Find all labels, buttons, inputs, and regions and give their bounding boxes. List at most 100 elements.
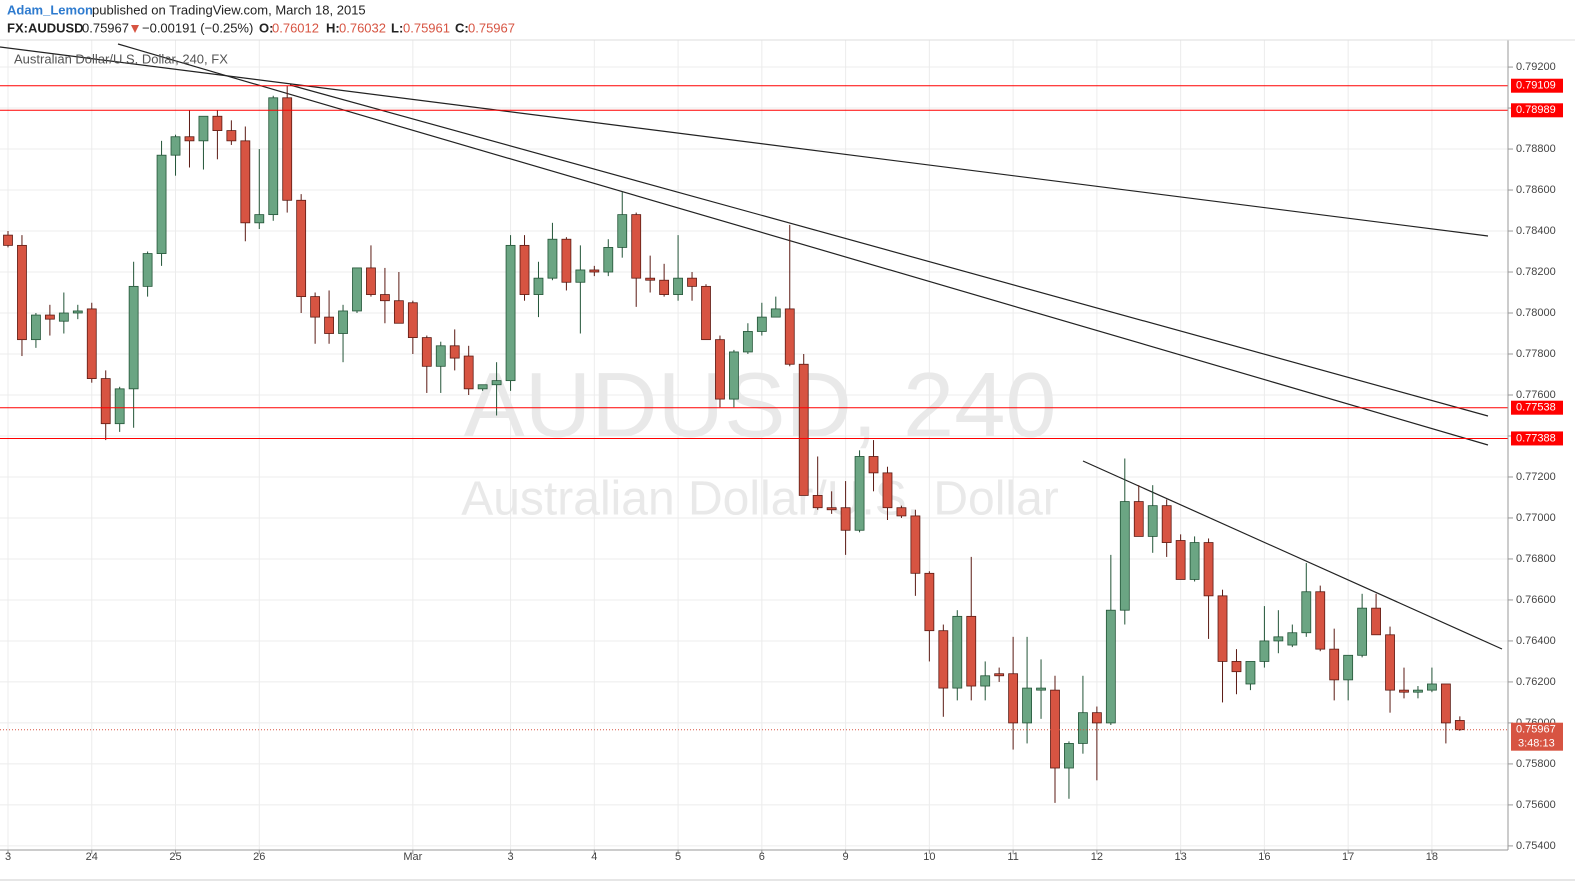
candle-body: [924, 572, 935, 632]
candle-body: [128, 285, 139, 390]
candle-body: [1287, 632, 1298, 646]
trend-line: [0, 46, 1489, 237]
candle-body: [1022, 687, 1032, 724]
candle-body: [435, 345, 446, 367]
x-tick-label: 16: [1258, 851, 1270, 863]
x-tick-label: 11: [1007, 851, 1018, 863]
candle-body: [868, 456, 879, 474]
candle-body: [296, 199, 307, 298]
candle-body: [421, 337, 432, 367]
candle-body: [324, 316, 334, 334]
candle-body: [1440, 683, 1451, 724]
candle-body: [1119, 501, 1130, 611]
o-label: O:: [259, 20, 273, 35]
candle-body: [1050, 689, 1060, 769]
candle-body: [407, 302, 418, 339]
y-tick-label: 0.75800: [1516, 758, 1556, 770]
x-tick-label: 26: [253, 851, 265, 863]
level-tag-label: 0.77388: [1516, 432, 1556, 444]
candle-body: [1273, 636, 1284, 642]
y-tick-label: 0.77200: [1516, 471, 1556, 483]
candle-body: [589, 269, 600, 273]
watermark-name: Australian Dollar/U.S. Dollar: [461, 473, 1059, 526]
o-value: 0.76012: [272, 20, 319, 35]
last-price: 0.75967: [82, 20, 129, 35]
candle-body: [1036, 687, 1046, 691]
y-tick-label: 0.77800: [1516, 348, 1556, 360]
candle-body: [1133, 501, 1144, 537]
candle-body: [603, 247, 614, 273]
chart-title: Australian Dollar/U.S. Dollar, 240, FX: [14, 51, 228, 66]
author[interactable]: Adam_Lemon: [7, 2, 93, 17]
x-tick-label: 4: [591, 851, 597, 863]
candle-body: [31, 314, 41, 341]
candle-body: [1189, 542, 1200, 580]
candle-body: [1371, 607, 1381, 636]
x-tick-label: 17: [1342, 851, 1354, 863]
candle-body: [952, 615, 963, 689]
level-tag-label: 0.78989: [1516, 104, 1556, 116]
level-tag: [1511, 78, 1563, 93]
candle-body: [1231, 661, 1242, 673]
candle-body: [86, 308, 97, 379]
last-price-label: 0.75967: [1516, 724, 1556, 736]
level-tag: [1511, 431, 1563, 446]
y-tick-label: 0.78000: [1516, 307, 1556, 319]
l-value: 0.75961: [403, 20, 450, 35]
candle-body: [1427, 683, 1437, 691]
candle-body: [994, 673, 1005, 677]
x-tick-label: 13: [1175, 851, 1187, 863]
y-tick-label: 0.78400: [1516, 225, 1556, 237]
h-value: 0.76032: [339, 20, 386, 35]
countdown: 3:48:13: [1518, 738, 1555, 750]
candle-body: [72, 310, 83, 314]
x-tick-label: 3: [5, 851, 11, 863]
candle-body: [687, 277, 697, 287]
y-tick-label: 0.76400: [1516, 635, 1556, 647]
candle-body: [1161, 505, 1172, 543]
y-tick-label: 0.79200: [1516, 61, 1556, 73]
candle-body: [1399, 689, 1409, 693]
candle-body: [254, 214, 265, 224]
y-tick-label: 0.75400: [1516, 840, 1556, 852]
candle-body: [701, 285, 711, 341]
y-tick-label: 0.78200: [1516, 266, 1556, 278]
candle-body: [1329, 648, 1340, 681]
candle-body: [742, 331, 753, 353]
x-tick-label: 5: [675, 851, 681, 863]
candle-body: [533, 277, 544, 295]
candle-body: [910, 515, 921, 574]
candle-body: [1175, 540, 1186, 580]
candle-body: [198, 115, 209, 142]
level-tag-label: 0.77538: [1516, 402, 1556, 414]
candle-body: [310, 296, 321, 318]
candle-body: [380, 294, 390, 302]
x-tick-label: 6: [759, 851, 765, 863]
candle-body: [3, 234, 13, 246]
y-tick-label: 0.77600: [1516, 389, 1556, 401]
c-label: C:: [455, 20, 469, 35]
candle-body: [547, 238, 558, 279]
candle-body: [338, 310, 348, 334]
y-tick-label: 0.76600: [1516, 594, 1556, 606]
candle-body: [1064, 743, 1074, 769]
candle-body: [282, 97, 293, 201]
x-tick-label: 18: [1426, 851, 1438, 863]
candle-body: [1454, 720, 1465, 731]
level-tag: [1511, 400, 1563, 415]
candle-body: [114, 388, 125, 425]
trend-line: [117, 43, 1489, 446]
candle-body: [840, 507, 851, 531]
candle-body: [1105, 609, 1116, 724]
candle-body: [1413, 689, 1423, 693]
candle-body: [770, 308, 781, 318]
candle-body: [966, 615, 977, 687]
candle-body: [729, 351, 739, 400]
candle-body: [170, 136, 181, 156]
x-tick-label: 9: [843, 851, 849, 863]
candle-body: [1217, 595, 1228, 662]
candle-body: [491, 380, 502, 386]
x-tick-label: 12: [1091, 851, 1103, 863]
candle-body: [17, 244, 27, 341]
candle-body: [463, 355, 474, 390]
